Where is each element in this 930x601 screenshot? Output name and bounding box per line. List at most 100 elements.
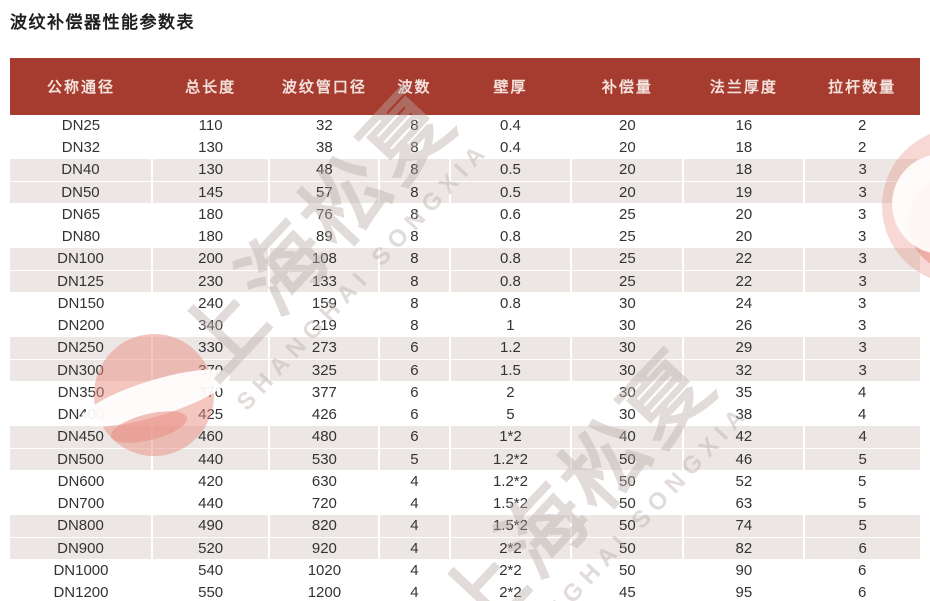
table-cell: 3 [803,158,920,182]
table-cell: 40 [570,425,685,449]
table-cell: 76 [316,206,333,224]
table-cell: 20 [735,206,753,224]
column-header: 波数 [379,58,450,115]
table-cell: DN1000 [53,562,109,580]
table-row: DN300 370 325 6 1.5 30 32 3 [10,358,920,382]
table-row: DN1200 550 1200 4 2*2 45 95 6 [10,582,920,601]
table-cell: 24 [735,295,753,313]
table-cell: 0.5 [448,158,573,182]
table-cell: 50 [619,562,636,580]
table-cell: 325 [268,358,381,382]
table-cell: 22 [682,247,806,271]
table-cell: 370 [198,384,224,402]
table-row: DN250 330 273 6 1.2 30 29 3 [10,336,920,360]
column-header: 补偿量 [571,58,684,115]
table-cell: 490 [150,514,271,538]
table-cell: 4 [410,494,419,512]
table-cell: 25 [619,227,636,245]
table-cell: 95 [735,583,753,601]
table-cell: 38 [735,405,753,423]
table-cell: DN125 [10,269,153,293]
table-cell: 2*2 [448,536,573,560]
table-cell: 3 [858,206,867,224]
table-cell: 42 [682,425,806,449]
table-header-row: 公称通径 总长度 波纹管口径 波数 壁厚 补偿量 法兰厚度 拉杆数量 [10,58,920,115]
table-cell: 6 [410,405,419,423]
table-cell: 8 [410,227,419,245]
table-cell: DN300 [10,358,153,382]
table-cell: 4 [858,405,867,423]
table-row: DN50 145 57 8 0.5 20 19 3 [10,180,920,204]
table-cell: 2 [506,384,515,402]
table-cell: 145 [150,180,271,204]
table-cell: 440 [150,447,271,471]
table-cell: 29 [682,336,806,360]
table-cell: 3 [858,316,867,334]
table-cell: DN600 [57,473,105,491]
table-cell: 50 [619,494,636,512]
table-cell: 1.5*2 [448,514,573,538]
table-cell: DN40 [10,158,153,182]
table-cell: 5 [506,405,515,423]
table-row: DN450 460 480 6 1*2 40 42 4 [10,425,920,449]
table-cell: 230 [150,269,271,293]
table-row: DN40 130 48 8 0.5 20 18 3 [10,158,920,182]
table-cell: 3 [803,269,920,293]
table-cell: 20 [619,138,636,156]
table-cell: DN800 [10,514,153,538]
table-cell: 377 [311,384,337,402]
table-cell: 4 [410,473,419,491]
table-cell: 3 [803,336,920,360]
table-cell: 1020 [307,562,342,580]
column-header: 总长度 [151,58,270,115]
table-cell: 3 [803,180,920,204]
table-cell: 52 [735,473,753,491]
table-cell: 8 [410,316,419,334]
table-cell: 3 [803,247,920,271]
table-cell: 6 [410,384,419,402]
table-cell: DN25 [61,117,101,135]
table-cell: 45 [619,583,636,601]
table-cell: 6 [858,583,867,601]
page-title: 波纹补偿器性能参数表 [10,13,195,32]
table-cell: 5 [378,447,451,471]
table-row: DN900 520 920 4 2*2 50 82 6 [10,536,920,560]
table-cell: DN1200 [53,583,109,601]
table-cell: 1*2 [448,425,573,449]
table-row: DN500 440 530 5 1.2*2 50 46 5 [10,447,920,471]
table-cell: 18 [735,138,753,156]
table-cell: 180 [198,206,224,224]
table-cell: 133 [268,269,381,293]
table-cell: 25 [570,247,685,271]
table-cell: 20 [570,158,685,182]
table-cell: 426 [311,405,337,423]
column-header: 拉杆数量 [804,58,920,115]
table-cell: 4 [803,425,920,449]
table-cell: 30 [619,316,636,334]
table-cell: 2 [858,138,867,156]
parameters-table: 公称通径 总长度 波纹管口径 波数 壁厚 补偿量 法兰厚度 拉杆数量 DN25 110 32 8 0.… [10,58,920,601]
table-cell: 480 [268,425,381,449]
table-cell: 630 [311,473,337,491]
table-cell: 50 [570,447,685,471]
table-cell: 46 [682,447,806,471]
table-row: DN125 230 133 8 0.8 25 22 3 [10,269,920,293]
table-cell: 50 [570,514,685,538]
table-cell: 90 [735,562,753,580]
table-cell: 330 [150,336,271,360]
table-row: DN150 240 159 8 0.8 30 24 3 [10,293,920,315]
table-cell: 5 [803,447,920,471]
table-cell: 550 [198,583,224,601]
table-row: DN1000 540 1020 4 2*2 50 90 6 [10,560,920,582]
table-cell: 30 [619,384,636,402]
table-cell: 219 [311,316,337,334]
table-cell: 18 [682,158,806,182]
table-cell: DN100 [10,247,153,271]
table-cell: 57 [268,180,381,204]
table-row: DN600 420 630 4 1.2*2 50 52 5 [10,471,920,493]
table-cell: 30 [570,358,685,382]
table-cell: 19 [682,180,806,204]
table-cell: 6 [803,536,920,560]
table-cell: 3 [858,227,867,245]
table-cell: 130 [198,138,224,156]
